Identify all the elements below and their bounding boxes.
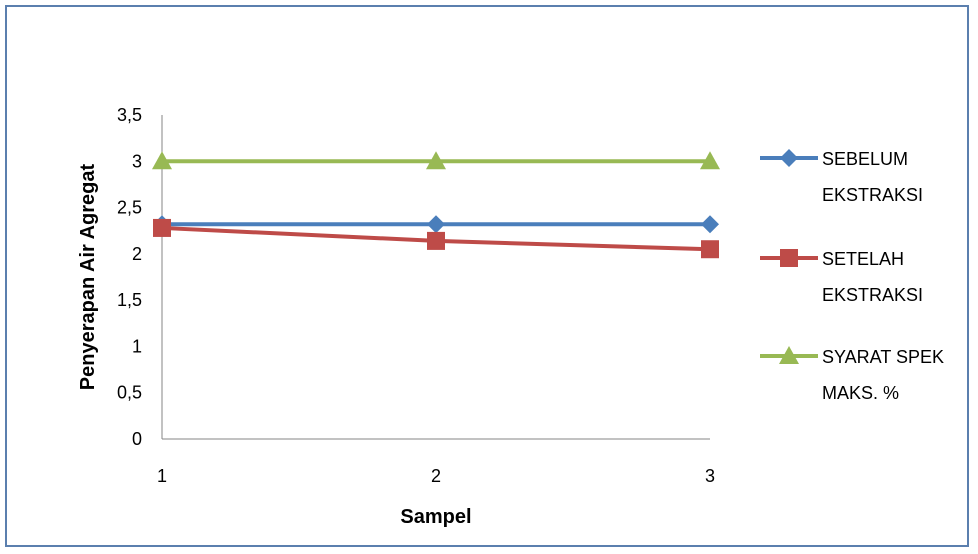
data-point: [152, 151, 172, 170]
x-tick-label: 2: [431, 466, 441, 486]
legend-item: SEBELUM EKSTRAKSI: [760, 149, 923, 205]
data-point: [701, 215, 719, 234]
legend-label: SETELAH: [822, 249, 904, 269]
y-tick-label: 0: [132, 429, 142, 449]
legend-label: SEBELUM: [822, 149, 908, 169]
x-tick-labels: 1 2 3: [157, 466, 715, 486]
legend-label: EKSTRAKSI: [822, 185, 923, 205]
y-tick-labels: 0 0,5 1 1,5 2 2,5 3 3,5: [117, 105, 142, 449]
data-point: [427, 215, 445, 234]
data-point: [427, 231, 445, 250]
legend-label: SYARAT SPEK: [822, 347, 944, 367]
legend-item: SYARAT SPEK MAKS. %: [760, 346, 944, 403]
data-point: [701, 240, 719, 259]
y-axis-title: Penyerapan Air Agregat: [77, 163, 99, 390]
x-tick-label: 1: [157, 466, 167, 486]
data-point: [426, 151, 446, 170]
series-3: [152, 151, 720, 170]
x-tick-label: 3: [705, 466, 715, 486]
y-tick-label: 2,5: [117, 198, 142, 218]
series-2: [153, 218, 719, 259]
legend-marker: [780, 249, 798, 267]
y-tick-label: 2: [132, 244, 142, 264]
y-tick-label: 3: [132, 151, 142, 171]
legend: SEBELUM EKSTRAKSI SETELAH EKSTRAKSI SYARAT S…: [760, 149, 944, 403]
data-point: [700, 151, 720, 170]
x-axis-title: Sampel: [400, 506, 471, 528]
legend-marker: [780, 149, 798, 167]
legend-item: SETELAH EKSTRAKSI: [760, 249, 923, 305]
y-tick-label: 1,5: [117, 290, 142, 310]
legend-marker: [779, 346, 799, 364]
data-point: [153, 218, 171, 237]
legend-label: MAKS. %: [822, 383, 899, 403]
y-tick-label: 3,5: [117, 105, 142, 125]
legend-label: EKSTRAKSI: [822, 285, 923, 305]
y-tick-label: 0,5: [117, 383, 142, 403]
chart-frame: [5, 5, 969, 547]
series-group: [152, 151, 720, 259]
y-tick-label: 1: [132, 336, 142, 356]
